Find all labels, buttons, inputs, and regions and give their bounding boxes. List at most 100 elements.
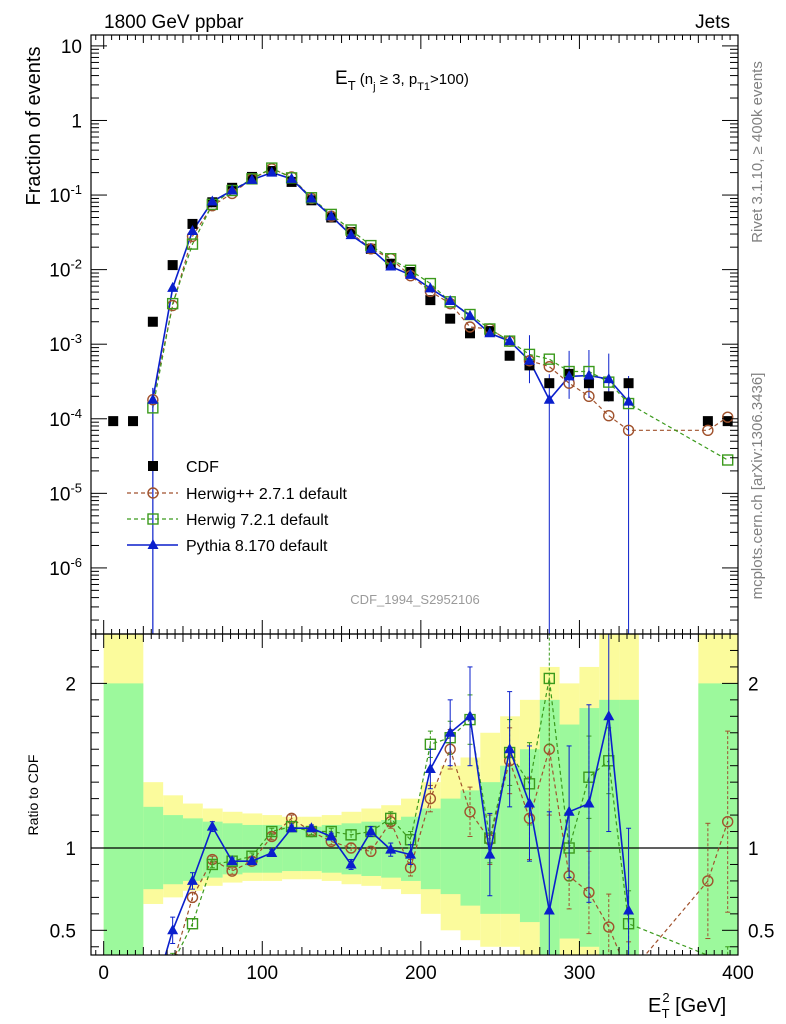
title-main: E xyxy=(335,68,348,89)
cdf-data-point xyxy=(425,295,436,306)
y-tick-exponent: -3 xyxy=(70,331,82,346)
ratio-point-2 xyxy=(226,855,238,866)
band_inner-bin xyxy=(103,683,144,955)
mc-point-0 xyxy=(543,360,555,373)
mc-point-2 xyxy=(543,393,555,404)
side-label-mcplots: mcplots.cern.ch [arXiv:1306.3436] xyxy=(749,373,766,600)
x-tick-label: 300 xyxy=(564,963,596,984)
ratio-point-0 xyxy=(624,970,634,980)
ratio-point-2 xyxy=(246,855,258,866)
mc-point-2 xyxy=(583,369,595,380)
mc-point-2 xyxy=(286,172,298,183)
mc-point-2 xyxy=(147,393,159,404)
chart-title: ET (nj ≥ 3, pT1>100) xyxy=(335,68,469,93)
x-label-sup: 2 xyxy=(662,990,669,1005)
ratio-point-2 xyxy=(365,825,377,836)
cdf-data-point xyxy=(702,416,713,427)
mc-point-2 xyxy=(504,335,516,346)
y-tick-base: 10 xyxy=(49,559,70,580)
mc-point-2 xyxy=(305,192,317,203)
ratio-point-2 xyxy=(523,797,535,808)
ratio-point-1 xyxy=(345,829,357,841)
ratio-point-0 xyxy=(365,845,377,857)
series-line-0 xyxy=(152,168,729,431)
y-tick-exponent: -5 xyxy=(70,480,82,495)
ratio-point-0 xyxy=(424,792,437,805)
ratio-y-tick-label-left: 1 xyxy=(65,839,76,860)
x-tick-label: 0 xyxy=(98,963,109,984)
y-tick-exponent: -4 xyxy=(70,406,82,421)
mc-point-2 xyxy=(167,281,179,292)
series-line-2 xyxy=(152,171,630,403)
ratio-point-1 xyxy=(385,812,397,825)
y-tick-exponent: -6 xyxy=(70,555,82,570)
y-tick-base: 10 xyxy=(49,186,70,207)
mc-point-2 xyxy=(484,327,496,338)
mc-point-2 xyxy=(266,166,278,177)
mc-point-0 xyxy=(603,409,615,422)
x-label-unit: [GeV] xyxy=(670,995,727,1017)
ratio-point-2 xyxy=(286,822,298,833)
header-left: 1800 GeV ppbar xyxy=(104,12,244,33)
y-tick-exponent: -1 xyxy=(70,182,82,197)
title-sub3: T1 xyxy=(417,81,430,93)
mc-point-2 xyxy=(246,173,258,184)
ratio-point-0 xyxy=(721,815,734,828)
mc-point-2 xyxy=(405,268,417,279)
axes-layer: 0 100 200 300 40010110-110-210-310-410-510-6… xyxy=(49,34,774,984)
y-tick-label: 1 xyxy=(71,111,82,132)
ratio-y-tick-label-left: 0.5 xyxy=(50,921,76,942)
legend-label: CDF xyxy=(186,459,219,476)
title-sub2: j xyxy=(372,81,375,93)
ratio-point-2 xyxy=(385,843,397,854)
ratio-point-2 xyxy=(623,904,635,915)
ratio-point-2 xyxy=(206,820,218,831)
cdf-data-point xyxy=(623,378,634,389)
y-tick-label: 10-2 xyxy=(49,257,82,282)
mc-point-2 xyxy=(444,294,456,305)
legend-label: Herwig++ 2.7.1 default xyxy=(186,486,348,503)
mc-point-1 xyxy=(186,238,199,250)
ratio-point-1 xyxy=(206,858,219,871)
ratio-point-2 xyxy=(583,797,595,808)
cdf-data-point xyxy=(108,416,119,427)
band_inner-bin xyxy=(163,815,183,885)
mc-point-2 xyxy=(603,373,615,384)
cdf-data-point xyxy=(445,313,456,324)
cdf-data-point xyxy=(504,350,515,361)
ratio-point-0 xyxy=(603,921,615,933)
band_inner-bin xyxy=(420,808,441,890)
ratio-point-1 xyxy=(543,672,555,685)
title-mid2: ≥ 3, p xyxy=(376,71,418,88)
ratio-uncertainty-bands xyxy=(103,634,738,955)
y-axis-label-bottom: Ratio to CDF xyxy=(25,755,41,836)
band_inner-bin xyxy=(282,826,302,872)
ratio-point-2 xyxy=(444,726,456,737)
mc-point-2 xyxy=(206,195,218,206)
band_inner-bin xyxy=(619,699,639,955)
mc-point-2 xyxy=(365,242,377,253)
band_inner-bin xyxy=(440,798,461,895)
y-tick-base: 10 xyxy=(49,335,70,356)
ratio-point-2 xyxy=(484,848,496,859)
main-plot-layer xyxy=(108,162,734,634)
ratio-point-2 xyxy=(405,848,417,859)
y-tick-label: 10-4 xyxy=(49,406,82,431)
legend-marker-cdf xyxy=(148,461,158,471)
mc-point-2 xyxy=(226,184,238,195)
cdf-data-point xyxy=(465,328,476,339)
cdf-data-point xyxy=(147,316,158,327)
y-tick-base: 10 xyxy=(49,410,70,431)
ratio-y-tick-label-right: 1 xyxy=(748,839,759,860)
mc-point-0 xyxy=(464,321,476,333)
ratio-point-2 xyxy=(424,762,436,773)
ratio-point-0 xyxy=(464,806,476,818)
ratio-point-0 xyxy=(702,875,714,887)
mc-point-1 xyxy=(543,353,555,365)
ratio-line-1 xyxy=(176,678,709,955)
y-tick-base: 10 xyxy=(49,261,70,282)
ratio-y-tick-label-left: 2 xyxy=(65,674,76,695)
ratio-point-2 xyxy=(543,904,555,915)
ratio-point-1 xyxy=(168,958,178,968)
